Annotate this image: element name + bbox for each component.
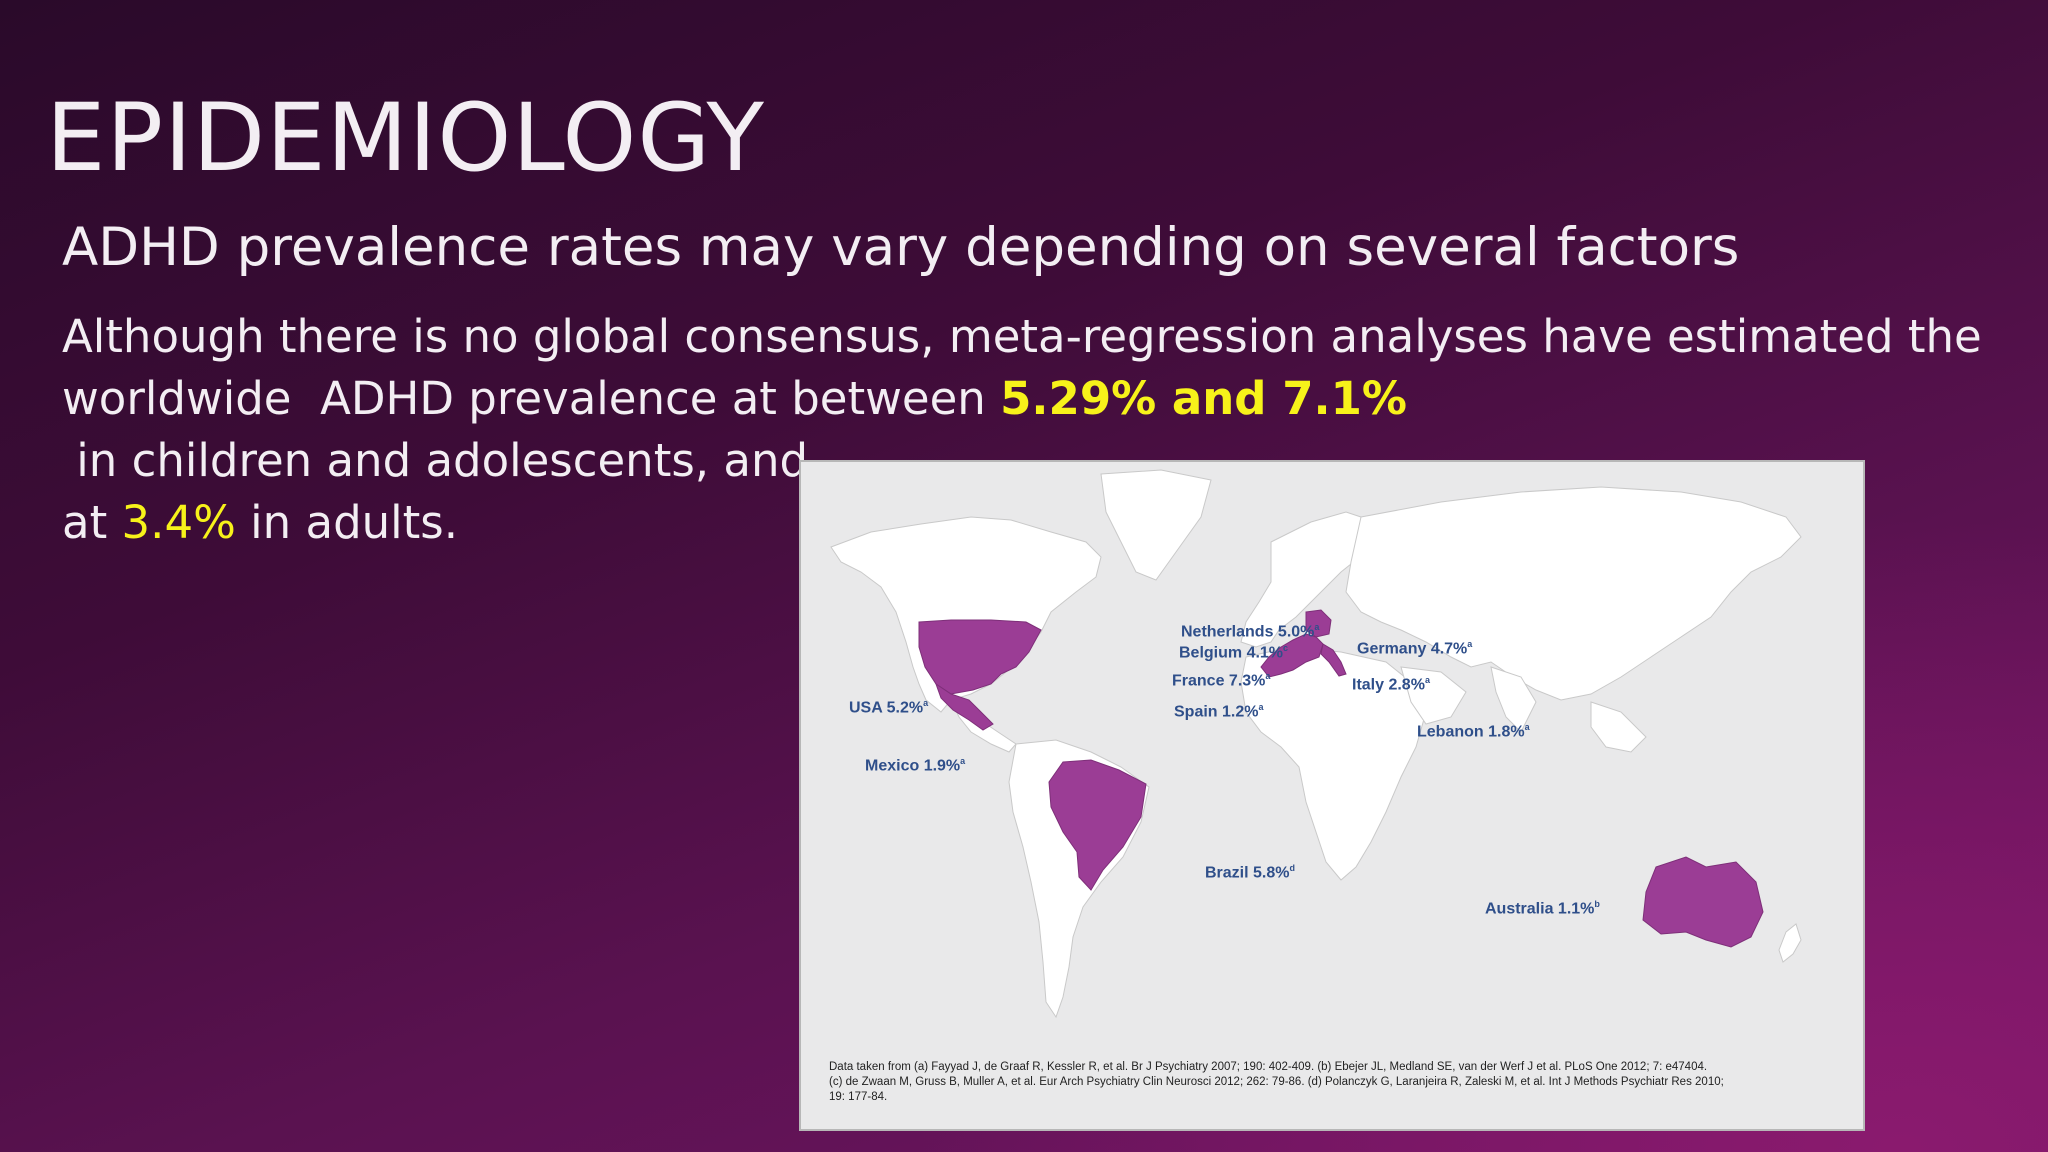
body-line-2-post: in children and adolescents, and [62,434,809,487]
source-citation: Data taken from (a) Fayyad J, de Graaf R… [829,1060,1839,1105]
children-prevalence-highlight: 5.29% and 7.1% [1000,372,1407,425]
label-belgium: Belgium 4.1%c [1179,643,1289,662]
label-spain: Spain 1.2%a [1174,702,1264,721]
south-asia-shape [1490,666,1537,733]
label-italy: Italy 2.8%a [1352,675,1430,694]
label-lebanon: Lebanon 1.8%a [1417,722,1530,741]
western-europe-highlight [1260,633,1324,678]
label-mexico: Mexico 1.9%a [865,756,966,775]
australia-highlight [1642,856,1764,948]
body-line-3: at 3.4% in adults. [62,492,1992,554]
label-australia: Australia 1.1%b [1485,899,1600,918]
slide-subtitle: ADHD prevalence rates may vary depending… [62,217,1740,278]
label-netherlands: Netherlands 5.0%a [1181,622,1320,641]
arabia-shape [1400,666,1467,725]
world-map-figure: Netherlands 5.0%a Belgium 4.1%c Germany … [799,460,1865,1131]
africa-shape [1240,646,1427,881]
world-map [830,469,1802,1019]
body-line-3-pre: at [62,496,122,549]
greenland-shape [1100,469,1212,581]
adult-prevalence-highlight: 3.4% [121,496,236,549]
slide-title: EPIDEMIOLOGY [46,84,765,193]
italy-highlight [1320,643,1347,677]
usa-highlight [918,619,1042,695]
body-line-2: worldwide ADHD prevalence at between 5.2… [62,368,1992,492]
germany-highlight [1305,609,1332,638]
asia-shape [1345,486,1802,701]
source-line-1: Data taken from (a) Fayyad J, de Graaf R… [829,1061,1708,1073]
body-line-3-post: in adults. [235,496,459,549]
southeast-asia-shape [1590,701,1647,753]
new-zealand-shape [1778,923,1802,963]
label-brazil: Brazil 5.8%d [1205,863,1295,882]
source-line-3: 19: 177-84. [829,1091,888,1103]
label-usa: USA 5.2%a [849,698,929,717]
body-line-2-pre: worldwide ADHD prevalence at between [62,372,1001,425]
mexico-highlight [935,682,994,731]
label-germany: Germany 4.7%a [1357,639,1473,658]
body-line-1: Although there is no global consensus, m… [62,310,1982,363]
label-france: France 7.3%a [1172,671,1271,690]
body-paragraph: Although there is no global consensus, m… [62,306,1992,554]
source-line-2: (c) de Zwaan M, Gruss B, Muller A, et al… [829,1076,1724,1088]
brazil-highlight [1048,759,1147,891]
